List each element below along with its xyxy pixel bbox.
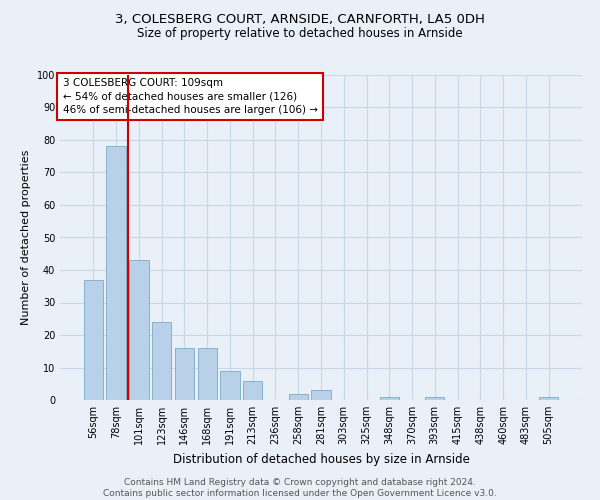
Text: 3 COLESBERG COURT: 109sqm
← 54% of detached houses are smaller (126)
46% of semi: 3 COLESBERG COURT: 109sqm ← 54% of detac…: [62, 78, 317, 114]
X-axis label: Distribution of detached houses by size in Arnside: Distribution of detached houses by size …: [173, 452, 469, 466]
Text: 3, COLESBERG COURT, ARNSIDE, CARNFORTH, LA5 0DH: 3, COLESBERG COURT, ARNSIDE, CARNFORTH, …: [115, 12, 485, 26]
Bar: [220, 371, 239, 400]
Bar: [175, 348, 194, 400]
Bar: [425, 397, 445, 400]
Bar: [106, 146, 126, 400]
Bar: [243, 380, 262, 400]
Bar: [197, 348, 217, 400]
Text: Size of property relative to detached houses in Arnside: Size of property relative to detached ho…: [137, 28, 463, 40]
Bar: [129, 260, 149, 400]
Bar: [152, 322, 172, 400]
Y-axis label: Number of detached properties: Number of detached properties: [21, 150, 31, 325]
Bar: [84, 280, 103, 400]
Bar: [289, 394, 308, 400]
Bar: [539, 397, 558, 400]
Bar: [380, 397, 399, 400]
Bar: [311, 390, 331, 400]
Text: Contains HM Land Registry data © Crown copyright and database right 2024.
Contai: Contains HM Land Registry data © Crown c…: [103, 478, 497, 498]
